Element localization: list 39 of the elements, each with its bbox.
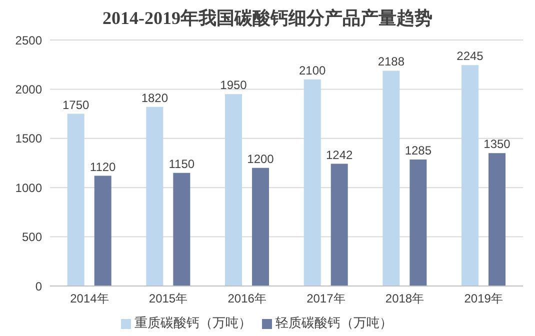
x-tick-label: 2017年 bbox=[306, 292, 346, 306]
bar bbox=[410, 160, 427, 286]
chart-title: 2014-2019年我国碳酸钙细分产品产量趋势 bbox=[102, 7, 434, 30]
legend-label: 重质碳酸钙（万吨） bbox=[134, 315, 252, 330]
data-label: 2100 bbox=[298, 63, 326, 78]
bar bbox=[225, 94, 242, 286]
bar bbox=[382, 70, 400, 286]
y-tick-label: 500 bbox=[22, 230, 42, 244]
y-tick-label: 0 bbox=[35, 279, 42, 294]
x-tick-label: 2019年 bbox=[464, 292, 503, 306]
bar bbox=[146, 106, 164, 286]
bar bbox=[252, 168, 270, 286]
y-tick-label: 2000 bbox=[15, 82, 42, 96]
bar bbox=[488, 153, 506, 286]
data-label: 1150 bbox=[168, 156, 195, 171]
bar bbox=[462, 65, 479, 286]
data-label: 2245 bbox=[456, 49, 484, 64]
x-tick-label: 2014年 bbox=[70, 292, 109, 306]
x-tick-label: 2016年 bbox=[228, 292, 266, 306]
y-tick-label: 2500 bbox=[15, 33, 42, 48]
bar bbox=[330, 164, 348, 286]
data-label: 2188 bbox=[378, 54, 405, 69]
data-label: 1120 bbox=[90, 160, 116, 174]
x-tick-label: 2018年 bbox=[385, 292, 424, 306]
data-label: 1350 bbox=[484, 137, 511, 152]
bar bbox=[94, 176, 112, 286]
data-label: 1950 bbox=[220, 78, 248, 92]
bar bbox=[67, 114, 84, 286]
bar bbox=[173, 172, 190, 286]
bar bbox=[304, 79, 321, 286]
legend-label: 轻质碳酸钙（万吨） bbox=[276, 315, 392, 330]
y-tick-label: 1000 bbox=[15, 180, 42, 195]
data-label: 1242 bbox=[326, 148, 354, 162]
data-label: 1820 bbox=[141, 90, 168, 105]
data-label: 1750 bbox=[62, 98, 90, 112]
y-tick-label: 1500 bbox=[15, 132, 42, 146]
data-label: 1200 bbox=[247, 152, 274, 166]
data-label: 1285 bbox=[404, 144, 432, 158]
x-tick-label: 2015年 bbox=[148, 292, 188, 306]
